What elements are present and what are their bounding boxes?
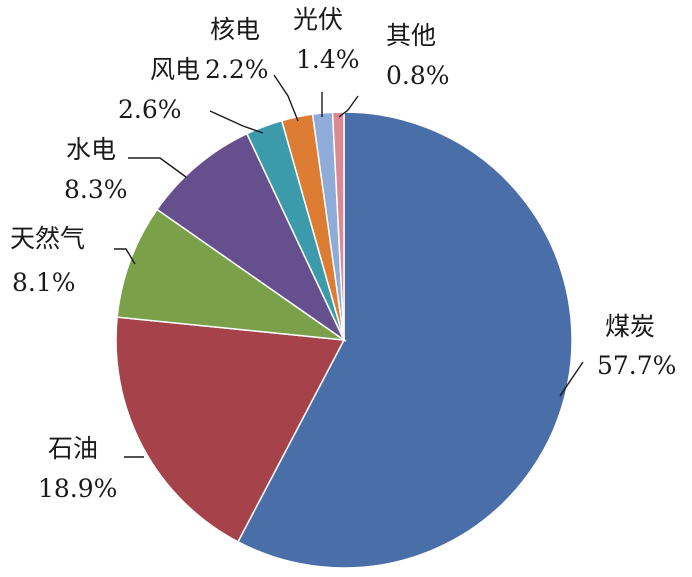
leader-line-8 — [338, 95, 359, 118]
slice-value-label: 0.8% — [386, 61, 450, 90]
slice-value-label: 2.6% — [118, 95, 182, 124]
pie-slice-4 — [156, 132, 346, 343]
slice-name-label: 天然气 — [10, 224, 85, 253]
pie-slice-2 — [115, 316, 346, 543]
leader-line-5 — [209, 110, 264, 134]
slice-value-label: 18.9% — [38, 474, 117, 503]
slice-name-label: 石油 — [48, 434, 98, 463]
pie-slice-8 — [331, 111, 345, 341]
slice-name-label: 风电 — [150, 55, 200, 84]
slice-name-label: 核电 — [210, 15, 260, 44]
pie-slice-1 — [236, 111, 573, 569]
pie-slice-3 — [116, 208, 347, 342]
slice-value-label: 8.1% — [12, 268, 76, 297]
slice-value-label: 1.4% — [296, 45, 360, 74]
slice-name-label: 水电 — [66, 135, 116, 164]
slice-name-label: 煤炭 — [605, 312, 655, 341]
slice-value-label: 2.2% — [205, 55, 269, 84]
pie-slices — [115, 111, 573, 569]
slice-labels: 煤炭 57.7% 石油 18.9% 天然气 8.1% 水电 8.3% 风电 2.6% 核电 2.2% 光… — [10, 5, 676, 503]
leader-lines — [114, 74, 584, 458]
slice-name-label: 其他 — [386, 21, 436, 50]
leader-line-1 — [559, 361, 584, 397]
slice-value-label: 8.3% — [64, 175, 128, 204]
leader-line-4 — [128, 157, 187, 178]
leader-line-6 — [273, 74, 299, 122]
slice-name-label: 光伏 — [293, 5, 343, 34]
leader-line-3 — [114, 248, 136, 265]
slice-value-label: 57.7% — [597, 351, 676, 380]
